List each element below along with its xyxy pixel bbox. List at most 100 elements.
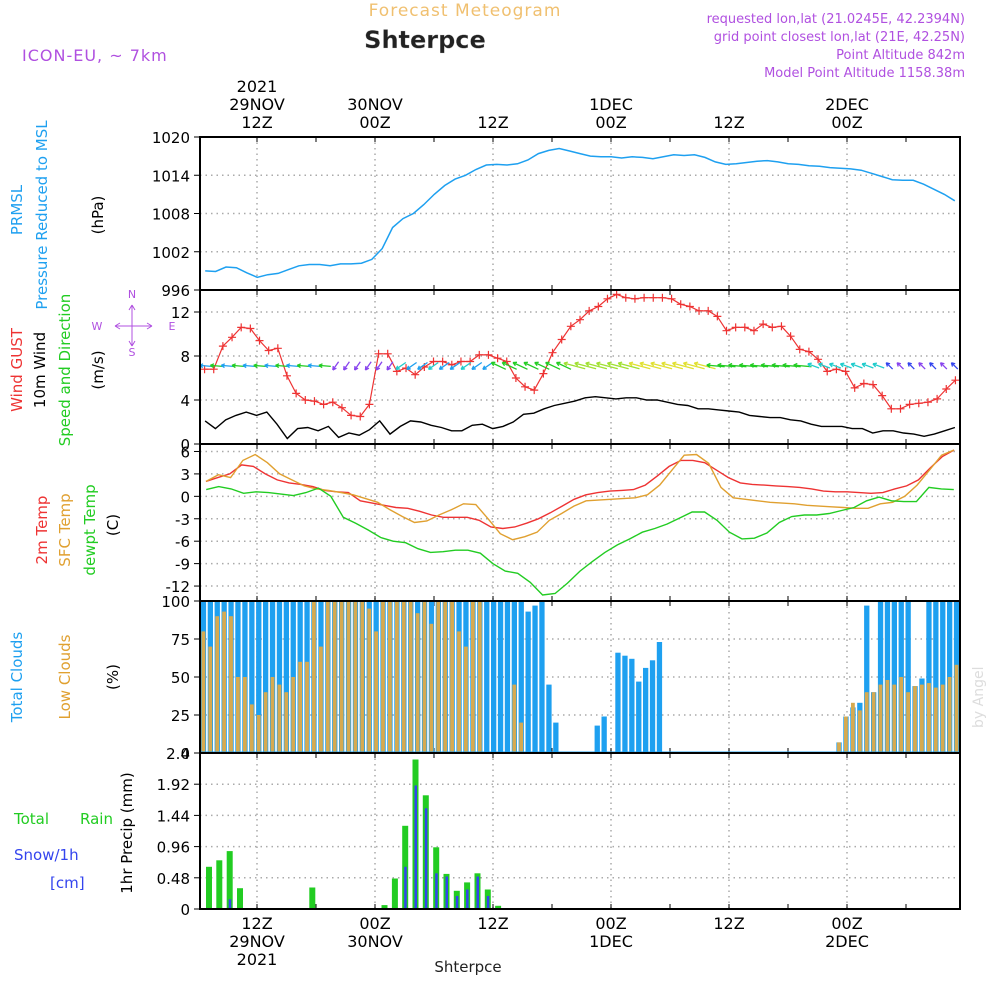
- low-cloud-bar: [277, 684, 282, 753]
- wind-arrow: [563, 361, 586, 370]
- wind-arrow: [717, 362, 736, 368]
- y-tick-label: 4: [180, 392, 190, 410]
- wind-arrow: [807, 362, 820, 369]
- gust-marker: [814, 355, 823, 364]
- wind10m-label: 10m Wind: [31, 332, 49, 408]
- wind-arrow: [307, 363, 321, 369]
- total-cloud-bar: [484, 601, 490, 753]
- gust-marker: [777, 322, 786, 331]
- dewpt-label: dewpt Temp: [81, 484, 99, 575]
- rain-bar: [309, 887, 316, 909]
- panel-precipitation: 2.4 1.92 1.44 0.96 0.48 0: [157, 745, 960, 919]
- y-tick-label: 75: [171, 631, 190, 649]
- cloud-labels: Total Clouds Low Clouds (%): [8, 632, 122, 724]
- low-cloud-bar: [477, 601, 482, 753]
- y-tick-label: 100: [161, 593, 190, 611]
- gust-marker: [438, 357, 447, 366]
- rain-bar: [216, 860, 223, 910]
- wind-arrow: [438, 361, 450, 370]
- low-cloud-bar: [408, 601, 413, 753]
- y-tick-label: 1008: [152, 206, 190, 224]
- snow-bar: [445, 876, 448, 909]
- low-cloud-bar: [249, 704, 254, 753]
- gust-marker: [905, 400, 914, 409]
- series-sfc-temp-line: [205, 449, 955, 541]
- total-cloud-bar: [926, 601, 932, 753]
- wind-arrow: [242, 363, 255, 369]
- svg-text:W: W: [92, 320, 103, 333]
- wind-arrow: [296, 363, 310, 369]
- low-cloud-bar: [457, 631, 461, 753]
- y-tick-label: 1.44: [157, 807, 190, 825]
- gust-marker: [456, 357, 465, 366]
- gust-marker: [282, 371, 291, 380]
- compass-icon: N S W E: [92, 288, 176, 359]
- rain-bar: [237, 888, 243, 909]
- low-cloud-bar: [360, 601, 365, 753]
- wind-arrow: [253, 363, 266, 369]
- total-label: Total: [13, 810, 49, 828]
- total-cloud-bar: [629, 658, 635, 753]
- total-cloud-bar: [546, 684, 552, 753]
- low-cloud-bar: [263, 692, 268, 753]
- wind-arrow: [585, 361, 608, 370]
- wind-arrow: [672, 361, 694, 370]
- gust-marker: [667, 294, 676, 303]
- wind-arrow: [628, 361, 651, 370]
- low-cloud-bar: [305, 661, 309, 753]
- total-cloud-bar: [497, 601, 504, 753]
- time-label: 2DEC: [825, 95, 869, 114]
- wind-arrow: [512, 361, 528, 370]
- y-tick-label: 12: [171, 304, 190, 322]
- gust-marker: [740, 323, 749, 332]
- total-cloud-bar: [649, 660, 656, 753]
- total-cloud-bar: [283, 601, 289, 753]
- time-label: 2021: [237, 77, 278, 96]
- snow-label: Snow/1h: [14, 846, 79, 864]
- y-tick-label: 0: [180, 488, 190, 506]
- gust-marker: [713, 312, 722, 321]
- y-tick-label: 996: [161, 282, 190, 300]
- gust-marker: [859, 379, 868, 388]
- total-cloud-bar: [864, 605, 870, 753]
- gust-marker: [804, 347, 813, 356]
- low-cloud-bar: [381, 601, 385, 753]
- gust-marker: [869, 380, 878, 389]
- wind-arrow: [861, 362, 874, 369]
- gridpoint-coords: grid point closest lon,lat (21E, 42.25N): [714, 30, 965, 45]
- wind-arrow: [395, 361, 407, 370]
- low-cloud-bar: [367, 608, 372, 753]
- wind-arrow: [596, 361, 618, 370]
- time-label: 12Z: [241, 914, 272, 933]
- gust-marker: [511, 374, 520, 382]
- wind-arrow: [285, 363, 299, 369]
- gust-marker: [676, 300, 685, 309]
- prmsl-desc-label: Pressure Reduced to MSL: [33, 120, 51, 310]
- panel-frame: [199, 752, 961, 910]
- total-cloud-bar: [622, 655, 628, 753]
- wind-arrow: [364, 361, 372, 371]
- credit-watermark: by Angel: [971, 667, 987, 728]
- point-altitude: Point Altitude 842m: [836, 48, 965, 63]
- total-cloud-bar: [891, 601, 897, 753]
- low-cloud-bar: [933, 687, 938, 753]
- rain-bar: [381, 905, 388, 909]
- low-cloud-bar: [443, 601, 448, 753]
- wind-arrow: [574, 361, 597, 370]
- total-cloud-bar: [884, 601, 891, 753]
- low-cloud-bar: [436, 601, 441, 753]
- wind-arrow: [818, 362, 831, 369]
- gust-marker: [484, 350, 493, 359]
- low-cloud-bar: [229, 616, 233, 753]
- snow-bar: [435, 873, 438, 910]
- low-cloud-bar: [284, 692, 289, 753]
- y-tick-label: -6: [175, 533, 190, 551]
- gust-marker: [310, 397, 319, 406]
- low-cloud-bar: [464, 646, 468, 753]
- gust-marker: [383, 349, 392, 358]
- time-label: 30NOV: [347, 932, 403, 951]
- wind-arrow: [375, 361, 383, 371]
- gust-marker: [612, 290, 621, 299]
- low-cloud-bar: [864, 692, 869, 753]
